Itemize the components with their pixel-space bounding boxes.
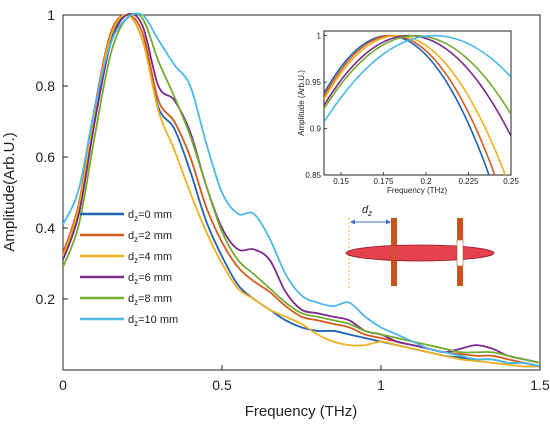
main-series-line-4 [62,12,541,364]
main-series-lines [62,12,541,368]
legend-label-2: dz=4 mm [128,251,172,265]
dz-label-d: d [362,204,369,216]
inset-y-axis-title: Amplitude (Arb.U.) [297,70,306,136]
legend-label-sub-2: z [134,256,138,265]
legend-label-5: dz=10 mm [128,314,178,328]
inset-x-ticks: 0.15 0.175 0.2 0.225 0.25 [333,172,519,186]
inset-x-tick-label-1: 0.175 [373,177,394,186]
inset-y-tick-label-0: 0.85 [305,171,321,180]
beam-ellipse [345,244,495,262]
legend-label-1: dz=2 mm [128,230,172,244]
main-x-ticks: 0 0.5 1 1.5 [59,365,550,393]
inset-y-ticks: 0.85 0.9 0.95 1 [305,32,327,180]
legend-label-suffix-4: =8 mm [138,293,172,305]
main-series-line-3 [62,12,541,364]
inset-series-line-5 [324,34,511,123]
inset-x-tick-label-2: 0.2 [420,177,432,186]
legend-label-sub-0: z [134,214,138,223]
dz-arrow-head-left [350,219,355,225]
main-series-line-1 [62,14,541,368]
legend-label-suffix-3: =6 mm [138,272,172,284]
inset-x-tick-label-4: 0.25 [503,177,519,186]
inset-x-tick-label-0: 0.15 [333,177,349,186]
legend-label-sub-3: z [134,277,138,286]
legend-label-suffix-1: =2 mm [138,230,172,242]
dz-arrow-head-right [386,219,391,225]
inset-series-line-4 [324,34,511,115]
inset-chart: 0.15 0.175 0.2 0.225 0.25 0.85 0.9 0.95 1 Frequ… [297,30,519,195]
inset-x-axis-title: Frequency (THz) [387,186,447,195]
y-tick-label-2: 0.6 [36,149,56,165]
legend-label-prefix-4: d [128,293,134,305]
y-axis-title: Amplitude(Arb.U.) [1,132,18,251]
x-tick-label-1: 0.5 [212,377,232,393]
legend-label-prefix-1: d [128,230,134,242]
y-tick-label-4: 1 [47,7,55,23]
y-tick-label-3: 0.8 [36,78,56,94]
dz-label-sub: z [367,209,372,218]
inset-x-tick-label-3: 0.225 [458,177,479,186]
front-plate-overlap [391,245,397,261]
legend-label-sub-5: z [134,319,138,328]
inset-series-lines [324,34,511,175]
legend-label-sub-4: z [134,298,138,307]
inset-y-tick-label-1: 0.9 [310,125,322,134]
inset-series-line-0 [324,34,490,175]
legend-label-prefix-5: d [128,314,134,326]
legend-label-prefix-3: d [128,272,134,284]
dz-label: dz [362,204,372,218]
main-chart: 0 0.5 1 1.5 0.2 0.4 0.6 0.8 1 Frequency (THz) A… [1,7,550,420]
inset-series-line-2 [324,34,507,175]
legend-label-suffix-2: =4 mm [138,251,172,263]
main-series-line-5 [62,12,541,368]
main-plot-frame [62,14,541,371]
main-y-ticks: 0.2 0.4 0.6 0.8 1 [36,7,68,307]
legend-label-sub-1: z [134,235,138,244]
inset-series-line-1 [324,34,496,175]
legend-label-prefix-0: d [128,209,134,221]
inset-y-tick-label-2: 0.95 [305,78,321,87]
x-axis-title: Frequency (THz) [245,403,358,420]
main-series-line-2 [62,14,541,368]
legend-label-4: dz=8 mm [128,293,172,307]
inset-y-tick-label-3: 1 [317,32,322,41]
legend-label-prefix-2: d [128,251,134,263]
x-tick-label-0: 0 [59,377,67,393]
x-tick-label-3: 1.5 [530,377,550,393]
y-tick-label-0: 0.2 [36,291,56,307]
back-plate-gap [456,239,464,267]
legend-label-3: dz=6 mm [128,272,172,286]
legend-label-0: dz=0 mm [128,209,172,223]
setup-schematic: dz [345,204,495,290]
legend-label-suffix-5: =10 mm [138,314,178,326]
legend-label-suffix-0: =0 mm [138,209,172,221]
y-tick-label-1: 0.4 [36,220,56,236]
x-tick-label-2: 1 [377,377,385,393]
